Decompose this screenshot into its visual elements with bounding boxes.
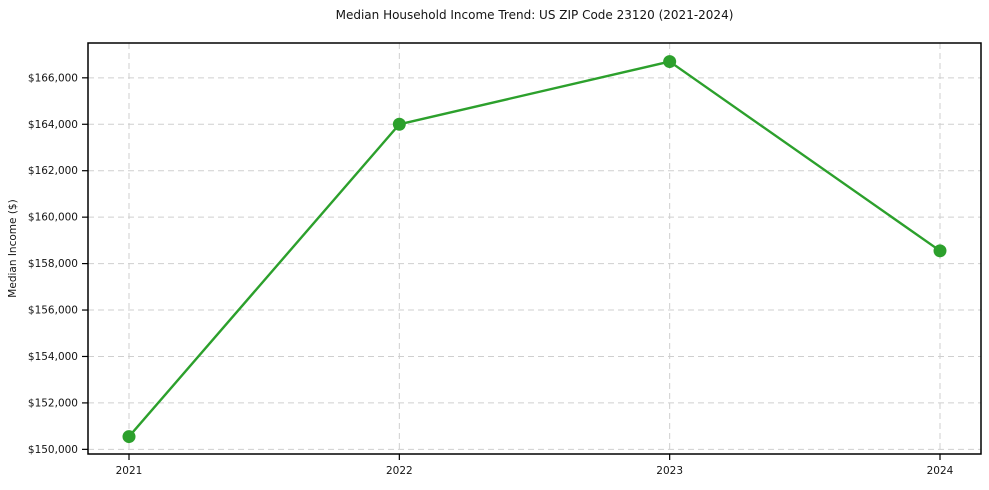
y-tick-label: $154,000 xyxy=(28,351,78,363)
y-tick-label: $164,000 xyxy=(28,119,78,131)
y-tick-label: $152,000 xyxy=(28,397,78,409)
axes-frame xyxy=(87,42,982,455)
data-point xyxy=(392,117,406,131)
x-tick-label: 2021 xyxy=(116,465,143,477)
x-tick-label: 2024 xyxy=(927,465,954,477)
data-point xyxy=(122,430,136,444)
y-tick-label: $162,000 xyxy=(28,165,78,177)
y-tick-label: $156,000 xyxy=(28,305,78,317)
y-tick-label: $158,000 xyxy=(28,258,78,270)
chart-title: Median Household Income Trend: US ZIP Co… xyxy=(335,8,734,22)
y-tick-label: $160,000 xyxy=(28,212,78,224)
y-tick-label: $150,000 xyxy=(28,444,78,456)
x-tick-label: 2023 xyxy=(656,465,683,477)
y-axis-label: Median Income ($) xyxy=(7,199,19,297)
x-tick-label: 2022 xyxy=(386,465,413,477)
trend-line xyxy=(127,60,942,438)
y-tick-label: $166,000 xyxy=(28,72,78,84)
data-point xyxy=(933,244,947,258)
data-point xyxy=(663,55,677,69)
